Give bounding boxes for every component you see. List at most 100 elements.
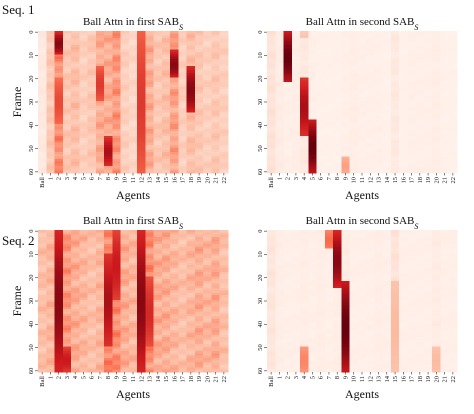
x-tick-label: 10 — [122, 177, 129, 184]
heatmap-cell — [38, 311, 47, 315]
heatmap-cell — [194, 355, 204, 359]
heatmap-cell — [186, 288, 196, 291]
heatmap-cell — [357, 135, 367, 139]
heatmap-cell — [38, 274, 47, 277]
heatmap-cell — [300, 77, 309, 81]
heatmap-cell — [186, 367, 196, 371]
heatmap-cell — [38, 44, 47, 48]
heatmap-cell — [104, 297, 113, 301]
heatmap-cell — [112, 119, 122, 123]
heatmap-cell — [104, 72, 113, 76]
heatmap-cell — [112, 79, 122, 83]
heatmap-cell — [46, 40, 55, 44]
heatmap-cell — [324, 100, 334, 104]
heatmap-cell — [333, 51, 342, 55]
heatmap-cell — [448, 147, 458, 151]
heatmap-panels: Ball Attn in first SABS0102030405060Ball… — [10, 16, 458, 401]
heatmap-cell — [104, 318, 113, 322]
heatmap-cell — [170, 63, 179, 67]
heatmap-cell — [137, 128, 146, 132]
heatmap-cell — [415, 147, 425, 151]
heatmap-cell — [275, 264, 284, 268]
heatmap-cell — [267, 267, 276, 270]
heatmap-cell — [128, 360, 138, 364]
heatmap-cell — [128, 145, 138, 148]
heatmap-cell — [291, 63, 301, 67]
heatmap-cell — [62, 51, 72, 55]
heatmap-cell — [54, 283, 64, 287]
heatmap-cell — [308, 348, 317, 352]
heatmap-cell — [38, 351, 47, 354]
heatmap-cell — [194, 166, 204, 169]
heatmap-cell — [415, 33, 425, 37]
heatmap-cell — [104, 276, 113, 280]
heatmap-cell — [128, 323, 138, 326]
heatmap-cell — [349, 31, 359, 34]
heatmap-cell — [399, 121, 408, 125]
heatmap-cell — [349, 124, 359, 127]
heatmap-cell — [178, 156, 188, 160]
heatmap-cell — [62, 112, 72, 116]
heatmap-cell — [95, 44, 105, 48]
heatmap-cell — [324, 243, 334, 247]
heatmap-cell — [300, 131, 309, 134]
heatmap-cell — [54, 288, 64, 291]
heatmap-cell — [324, 161, 334, 165]
heatmap-cell — [95, 346, 105, 350]
heatmap-cell — [415, 100, 425, 104]
heatmap-cell — [170, 236, 179, 240]
heatmap-cell — [440, 98, 450, 102]
heatmap-cell — [291, 119, 301, 123]
heatmap-cell — [415, 65, 425, 69]
heatmap-cell — [341, 79, 351, 83]
heatmap-cell — [366, 35, 375, 39]
heatmap-cell — [316, 119, 326, 123]
heatmap-cell — [104, 295, 113, 298]
heatmap-cell — [194, 91, 204, 95]
x-tick-label: Ball — [268, 177, 275, 188]
heatmap-cell — [95, 119, 105, 123]
heatmap-cell — [87, 355, 97, 359]
heatmap-cell — [178, 276, 188, 280]
heatmap-cell — [203, 269, 212, 273]
heatmap-cell — [79, 351, 88, 354]
heatmap-cell — [203, 89, 212, 92]
heatmap-cell — [71, 72, 80, 76]
heatmap-cell — [38, 54, 47, 58]
heatmap-cell — [291, 318, 301, 322]
heatmap-cell — [186, 306, 196, 310]
heatmap-cell — [316, 339, 326, 343]
heatmap-cell — [161, 61, 171, 64]
heatmap-cell — [203, 334, 212, 338]
heatmap-cell — [194, 362, 204, 366]
heatmap-cell — [407, 170, 417, 174]
heatmap-cell — [341, 232, 351, 236]
heatmap-cell — [211, 110, 221, 113]
heatmap-cell — [219, 355, 229, 359]
heatmap-cell — [219, 292, 229, 296]
heatmap-cell — [71, 112, 80, 116]
heatmap-cell — [275, 112, 284, 116]
heatmap-cell — [341, 98, 351, 102]
x-tick-label: 8 — [105, 177, 112, 180]
heatmap-cell — [211, 131, 221, 134]
heatmap-cell — [300, 37, 309, 41]
heatmap-cell — [300, 163, 309, 167]
heatmap-cell — [432, 68, 441, 71]
heatmap-cell — [38, 61, 47, 64]
heatmap-cell — [275, 140, 284, 144]
heatmap-cell — [145, 269, 155, 273]
heatmap-cell — [178, 330, 188, 333]
heatmap-cell — [267, 161, 276, 165]
heatmap-cell — [186, 295, 196, 298]
heatmap-cell — [316, 84, 326, 88]
heatmap-cell — [283, 82, 293, 85]
heatmap-cell — [300, 278, 309, 282]
heatmap-cell — [62, 255, 72, 259]
heatmap-cell — [333, 255, 342, 259]
heatmap-cell — [112, 121, 122, 125]
heatmap-cell — [267, 133, 276, 137]
x-tick-label: 22 — [221, 376, 228, 383]
heatmap-cell — [120, 163, 130, 167]
heatmap-cell — [120, 31, 130, 34]
